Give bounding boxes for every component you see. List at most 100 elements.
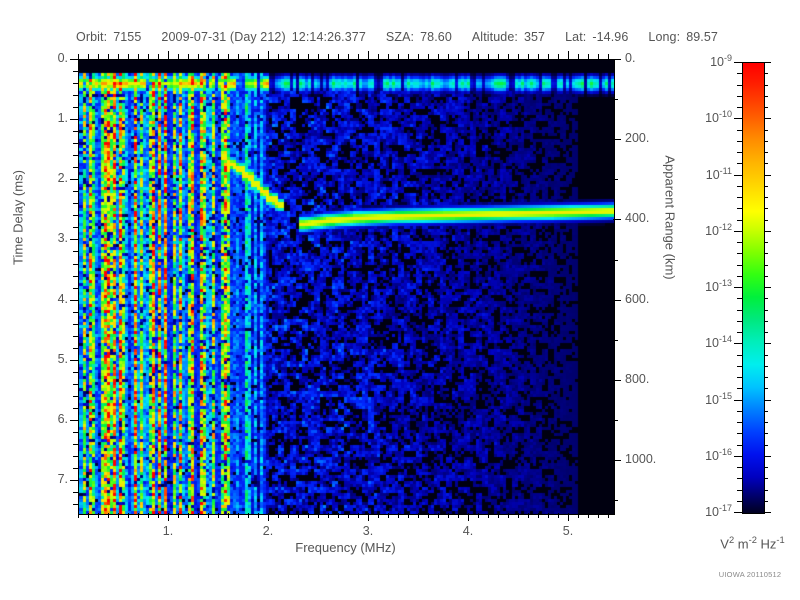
y-tick-mark <box>70 239 78 241</box>
colorbar-tick-label: 10-13 <box>705 278 732 295</box>
y2-tick-mark <box>613 99 618 101</box>
cbar-tick-left <box>737 422 742 423</box>
y-tick-mark <box>73 155 78 157</box>
x-tick-mark-top <box>608 54 609 59</box>
cbar-tick-left <box>737 298 742 300</box>
x-tick-mark-top <box>328 54 329 59</box>
x-tick-mark-top <box>378 54 379 59</box>
x-tick-mark <box>118 513 119 518</box>
x-tick-mark-top <box>568 51 569 59</box>
x-tick-mark <box>568 513 569 521</box>
x-tick-mark <box>78 513 79 518</box>
y-tick-mark <box>73 504 78 505</box>
y2-tick-label: 0. <box>625 51 636 65</box>
x-tick-mark-top <box>98 54 99 59</box>
x-axis-title: Frequency (MHz) <box>295 540 396 555</box>
x-tick-mark <box>528 513 529 518</box>
colorbar-unit-label: V2 m-2 Hz-1 <box>690 535 800 551</box>
x-tick-label: 1. <box>162 524 174 538</box>
cbar-tick-left <box>737 433 742 435</box>
x-tick-mark <box>88 513 89 518</box>
x-tick-mark <box>518 513 519 518</box>
x-tick-mark-top <box>198 54 199 59</box>
x-tick-label: 3. <box>362 524 374 538</box>
x-tick-mark-top <box>208 54 209 59</box>
x-tick-mark <box>98 513 99 518</box>
cbar-tick-left <box>737 152 742 153</box>
x-tick-mark <box>278 513 279 518</box>
x-tick-mark-top <box>78 54 79 59</box>
y-tick-mark <box>73 71 78 72</box>
longitude-value: 89.57 <box>686 30 718 44</box>
y2-tick-label: 800. <box>625 371 650 386</box>
cbar-tick-right <box>763 343 771 345</box>
cbar-tick-left <box>737 388 742 390</box>
x-tick-mark-top <box>578 54 579 59</box>
y-tick-mark <box>73 191 78 193</box>
x-tick-mark-top <box>528 54 529 59</box>
x-tick-mark-top <box>108 54 109 59</box>
y2-tick-label: 1000. <box>625 452 657 467</box>
cbar-tick-right <box>763 118 771 120</box>
cbar-tick-right <box>763 174 771 176</box>
x-tick-mark <box>248 513 249 518</box>
cbar-tick-left <box>737 444 742 446</box>
cbar-tick-left <box>737 242 742 243</box>
y2-tick-mark <box>613 139 621 141</box>
cbar-tick-left <box>737 264 742 266</box>
y-tick-mark <box>73 455 78 457</box>
x-tick-mark <box>448 513 449 518</box>
x-tick-mark-top <box>178 54 179 59</box>
x-tick-mark <box>408 513 409 518</box>
cbar-tick-left <box>737 275 742 277</box>
colorbar-gradient <box>743 63 764 513</box>
y-tick-mark <box>73 143 78 145</box>
x-tick-mark-top <box>288 54 289 59</box>
cbar-tick-left <box>737 500 742 502</box>
x-tick-mark-top <box>88 54 89 59</box>
y-tick-mark <box>73 107 78 109</box>
cbar-tick-left <box>737 219 742 221</box>
x-tick-mark-top <box>248 54 249 59</box>
cbar-tick-right <box>763 500 768 502</box>
x-tick-mark-top <box>408 54 409 59</box>
cbar-tick-right <box>763 298 768 300</box>
y-tick-mark <box>70 59 78 60</box>
x-tick-mark-top <box>138 54 139 59</box>
orbit-value: 7155 <box>113 30 142 44</box>
x-tick-mark-top <box>498 54 499 59</box>
unit-v: V <box>720 536 729 552</box>
y2-tick-mark <box>613 500 618 502</box>
cbar-tick-left <box>737 332 742 333</box>
colorbar-tick-label: 10-15 <box>705 390 732 407</box>
cbar-tick-right <box>763 73 768 75</box>
x-tick-mark <box>598 513 599 518</box>
y-tick-mark <box>70 299 78 301</box>
x-tick-mark-top <box>508 54 509 59</box>
sza-label: SZA: <box>385 30 415 44</box>
x-tick-mark <box>478 513 479 518</box>
sza-value: 78.60 <box>420 30 452 44</box>
cbar-tick-right <box>763 140 768 142</box>
x-tick-mark-top <box>268 51 269 59</box>
cbar-tick-right <box>763 377 768 378</box>
x-tick-mark <box>218 513 219 518</box>
y-tick-mark <box>73 203 78 205</box>
colorbar-tick-label: 10-9 <box>710 53 732 70</box>
cbar-tick-right <box>763 287 771 288</box>
x-tick-mark <box>238 513 239 518</box>
unit-m: m <box>734 536 749 552</box>
cbar-tick-right <box>763 152 768 153</box>
x-tick-mark <box>258 513 259 518</box>
colorbar-tick-label: 10-16 <box>705 446 732 463</box>
y-tick-mark <box>73 443 78 445</box>
x-tick-mark-top <box>338 54 339 59</box>
unit-m-exponent: -2 <box>748 535 757 545</box>
x-tick-mark <box>158 513 159 518</box>
y-tick-label: 5. <box>57 351 68 366</box>
y-tick-label: 7. <box>57 471 68 486</box>
y2-tick-mark <box>613 259 618 261</box>
x-tick-mark-top <box>428 54 429 59</box>
x-tick-mark-top <box>168 51 169 59</box>
cbar-tick-left <box>737 309 742 311</box>
